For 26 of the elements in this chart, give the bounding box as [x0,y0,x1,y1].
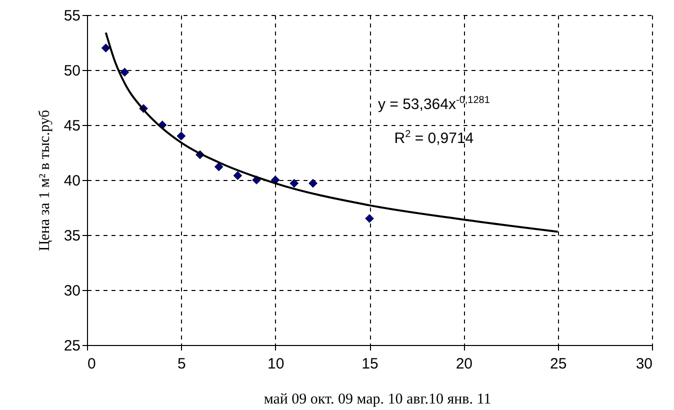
y-tick-label: 25 [64,338,80,354]
annotation: R$^{2}$ = 0,9714 [394,129,474,147]
annotation: y = 53,364x$^{-0,1281}$ [378,95,490,113]
y-tick-label: 45 [64,118,80,134]
x-tick-label: 10 [267,356,284,372]
y-tick-label: 55 [64,8,80,24]
y-tick-label: 30 [64,282,80,300]
x-tick-label: 20 [456,356,473,372]
x-tick-label: 0 [88,356,96,372]
point [308,178,318,188]
point [101,44,110,52]
point [176,132,186,140]
y-tick-label: 40 [64,172,80,190]
point [120,68,130,77]
y-axis-title: Цена за 1 м² в тыс.руб [36,109,53,252]
x-tick-label: 15 [362,356,378,372]
x-tick-label: 30 [636,356,652,372]
x-tick-label: 25 [550,356,567,372]
x-axis-title: май 09 окт. 09 мар. 10 авг.10 янв. 11 [264,392,492,408]
x-tick-label: 5 [177,356,186,372]
point [214,162,224,172]
y-tick-label: 35 [64,228,80,244]
y-tick-label: 50 [64,62,80,80]
point [290,178,299,188]
point [233,171,242,180]
point [365,214,374,223]
